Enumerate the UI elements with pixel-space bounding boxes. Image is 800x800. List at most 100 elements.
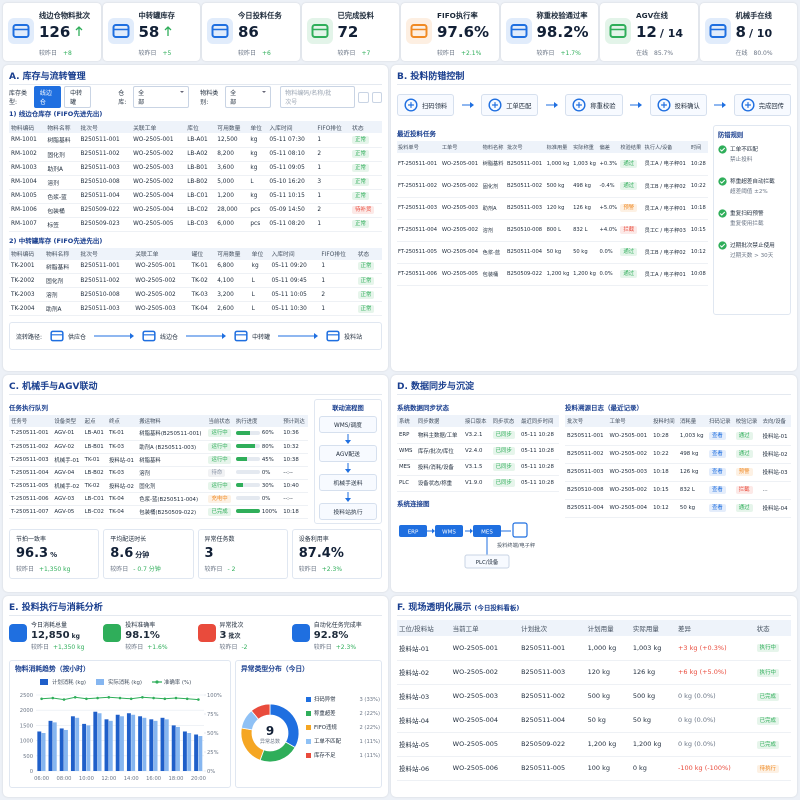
table-cell: kg xyxy=(248,133,268,148)
table-cell: TK-03 xyxy=(189,287,216,302)
progress-label: 0% xyxy=(261,469,271,476)
step: 扫码领料 xyxy=(397,94,455,116)
table-row: B250511-004 WO-2505-004 10:12 50 kg 查看 通过 投料站-… xyxy=(565,499,791,518)
column-header: 状态 xyxy=(754,620,791,636)
bar xyxy=(120,716,124,771)
table-cell: WMS xyxy=(397,443,416,460)
arrow-head xyxy=(222,333,227,339)
icon-shape xyxy=(404,98,418,112)
sync-block: 系统数据同步状态 系统 同步数据 接口版本 同步状态 最近同步时间 ERP 物料主数据/工单 V… xyxy=(397,399,559,577)
filter-tab[interactable]: 线边仓 xyxy=(33,86,62,108)
y-tick-label: 500 xyxy=(23,754,33,760)
legend-dot xyxy=(155,680,159,684)
icon xyxy=(510,24,527,38)
table-cell: 员工A / 电子秤01 xyxy=(643,153,690,176)
e-kpi-row: 今日消耗总量 12,850 kg 较昨日 +1,350 kg 投料准确率 98.1% 较昨日 +… xyxy=(9,620,382,656)
table-cell: WO-2505-004 xyxy=(440,241,482,264)
icon-shape xyxy=(744,102,751,108)
x-tick-label: 18:00 xyxy=(169,776,184,782)
section-subtitle: (今日投料看板) xyxy=(474,604,520,612)
flow-node-label: 投料站 xyxy=(344,333,363,341)
icon-shape xyxy=(718,241,727,250)
subsection-title: 系统连接图 xyxy=(397,499,430,508)
table-header-row: 批次号 工单号 投料时间 消耗量 扫码记录 校验记录 去向/设备 xyxy=(565,415,791,427)
bar xyxy=(182,731,187,771)
bar xyxy=(48,720,53,771)
accuracy-point xyxy=(174,696,178,700)
table-cell: V3.2.1 xyxy=(462,427,491,444)
status-badge: 通过 xyxy=(735,504,753,512)
section-title: E. 投料执行与消耗分析 xyxy=(9,600,382,616)
column-header: 状态 xyxy=(355,247,382,260)
step-row: 扫码领料 工单匹配 称重校验 投料确认 完成回传 xyxy=(397,89,791,121)
flow-arrow xyxy=(461,102,474,108)
table-head: 投料单号 工单号 物料名称 批次号 标准用量 实际称重 偏差 校验结果 执行人/设备 时间 xyxy=(397,141,708,153)
filter-tab[interactable]: 中转罐 xyxy=(64,86,92,108)
table-cell: 832 L xyxy=(572,219,599,242)
table-cell: kg xyxy=(248,189,268,204)
arrow-shape xyxy=(164,26,172,36)
step-label: 投料确认 xyxy=(674,102,700,110)
accuracy-point xyxy=(197,698,200,701)
column-header: 批次号 xyxy=(78,247,134,260)
table-cell: AGV-03 xyxy=(52,492,83,506)
status-badge: 待补货 xyxy=(352,206,375,214)
table-cell: WO-2505-004 xyxy=(131,189,186,204)
search-button[interactable] xyxy=(358,91,369,103)
e-kpi-icon xyxy=(103,624,122,642)
table-cell: PLC xyxy=(397,475,416,492)
table-cell: RM-1007 xyxy=(9,217,46,232)
icon xyxy=(718,209,727,218)
table-cell: WO-2505-005 xyxy=(131,217,186,232)
table-cell: 05-11 10:15 xyxy=(267,189,316,204)
search-box[interactable]: 物料编码/名称/批次号 xyxy=(280,86,356,108)
table-cell: 05-11 10:05 xyxy=(269,287,320,302)
table-cell: 3 xyxy=(315,175,351,190)
stat-sub: 较昨日 +2.3% xyxy=(299,564,375,573)
e-kpi-label: 自动化任务完成率 xyxy=(313,622,362,629)
icon xyxy=(410,24,428,38)
table-cell: B250511-003 xyxy=(565,463,608,482)
table-cell: LB-A01 xyxy=(82,427,107,441)
table-cell: B250511-003 xyxy=(78,301,134,316)
e-kpi-value: 3 xyxy=(219,630,227,641)
icon-shape xyxy=(660,102,667,108)
table-cell: +3 kg (+0.3%) xyxy=(675,636,755,661)
flow-path: 流转路径: 供应仓 线边仓 中转罐 投料站 xyxy=(9,322,382,350)
accuracy-point xyxy=(40,697,43,701)
table-cell: 80% xyxy=(233,440,282,454)
table-cell: LB-C01 xyxy=(185,189,216,204)
filter-bar: 库存类型: 线边仓 中转罐 仓库: 全部 物料类别: 全部 物料编码/名称/批次号 xyxy=(9,86,382,108)
kpi-row: 线边仓物料批次 126 较昨日 +8 中转罐库存 58 较昨日 +5 今日投料任务 86 较昨日 +6… xyxy=(3,3,797,61)
refresh-button[interactable] xyxy=(371,91,382,103)
icon-shape xyxy=(112,24,129,38)
column-header: 单位 xyxy=(249,247,270,260)
filter-select[interactable]: 全部 xyxy=(225,86,272,108)
stat-sub: 较昨日 - 0.7 分钟 xyxy=(110,564,186,573)
table-cell: -0.4% xyxy=(598,175,620,198)
stat-sub: 较昨日 - 2 xyxy=(205,564,281,573)
icon xyxy=(50,330,64,342)
table-cell: 0% xyxy=(233,466,282,480)
table-cell: LB-C03 xyxy=(185,217,216,232)
table-cell: B250511-004 xyxy=(78,189,132,204)
e-kpi: 异常批次 3 批次 较昨日 -2 xyxy=(197,620,288,656)
table-cell: 员工B / 电子秤02 xyxy=(643,175,690,198)
kpi-value-row: 12/ 14 xyxy=(636,23,683,41)
status-badge: 待命 xyxy=(208,468,226,477)
step: 完成回传 xyxy=(733,94,791,116)
table-cell: 固化剂 xyxy=(481,175,506,198)
table-cell: WO-2505-001 xyxy=(607,427,652,446)
bar xyxy=(160,717,165,771)
table-cell: 固化剂 xyxy=(45,147,79,162)
status-badge: 通过 xyxy=(620,182,638,190)
filter-select[interactable]: 全部 xyxy=(133,86,190,108)
system-label: MES xyxy=(481,529,493,535)
status-badge: 正常 xyxy=(352,192,369,200)
table-cell: 0 kg (0.0%) xyxy=(675,684,755,709)
table-row: TK-2003 溶剂 B250510-008 WO-2505-002 TK-03 3,20… xyxy=(9,287,382,302)
x-tick-label: 20:00 xyxy=(191,776,206,782)
subsection-title: 投料溯源日志（最近记录） xyxy=(565,404,643,412)
table-cell: 运行中 xyxy=(206,453,234,467)
data-table: 系统 同步数据 接口版本 同步状态 最近同步时间 ERP 物料主数据/工单 V3.2.1 已同步… xyxy=(397,415,559,492)
